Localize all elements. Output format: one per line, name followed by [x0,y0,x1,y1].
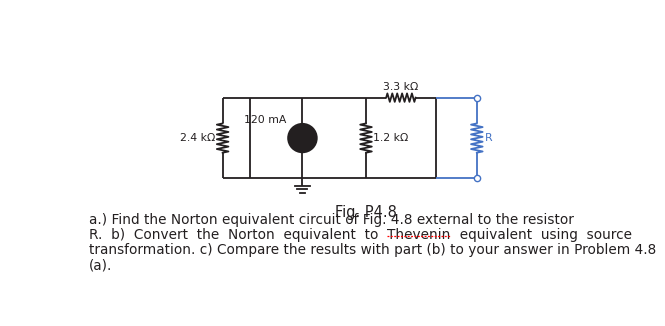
Text: a.) Find the Norton equivalent circuit of Fig. 4.8 external to the resistor: a.) Find the Norton equivalent circuit o… [89,213,574,227]
Text: 2.4 kΩ: 2.4 kΩ [180,133,215,143]
Text: (a).: (a). [89,258,112,272]
Text: equivalent  using  source: equivalent using source [451,228,632,242]
Text: 120 mA: 120 mA [244,115,287,126]
Text: R.  b)  Convert  the  Norton  equivalent  to: R. b) Convert the Norton equivalent to [89,228,388,242]
Text: transformation. c) Compare the results with part (b) to your answer in Problem 4: transformation. c) Compare the results w… [89,243,656,257]
Text: Fig. P4.8: Fig. P4.8 [335,205,397,220]
Text: Thevenin: Thevenin [388,228,451,242]
Text: 1.2 kΩ: 1.2 kΩ [373,133,408,143]
Text: R: R [485,133,492,143]
Circle shape [288,124,317,152]
Text: 3.3 kΩ: 3.3 kΩ [383,82,418,92]
